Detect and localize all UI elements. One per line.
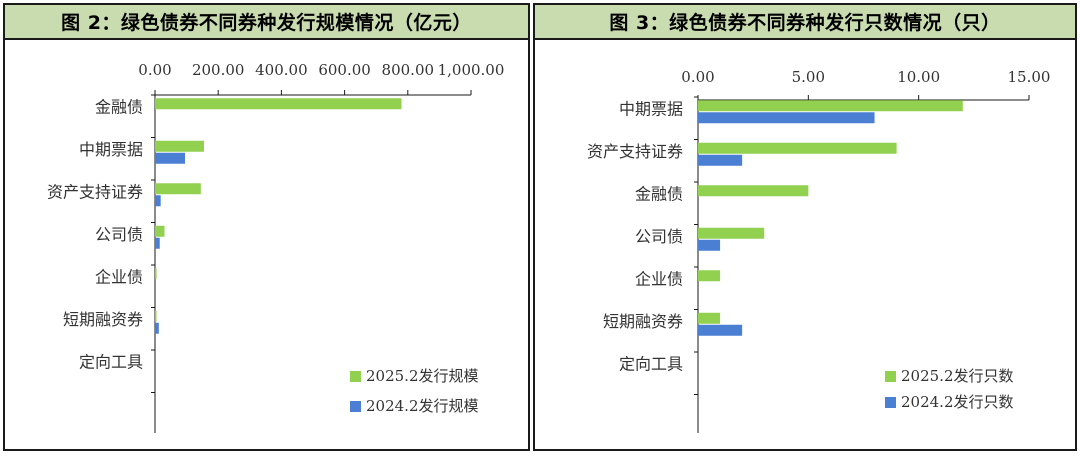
bar-series-2024 xyxy=(155,237,160,249)
category-label: 中期票据 xyxy=(619,99,683,118)
x-tick-label: 600.00 xyxy=(318,61,371,79)
bar-series-2024 xyxy=(155,195,161,207)
bar-series-2024 xyxy=(698,112,875,124)
category-label: 短期融资券 xyxy=(603,312,683,331)
category-label: 资产支持证券 xyxy=(587,142,683,161)
legend-label: 2024.2发行只数 xyxy=(901,393,1014,411)
x-tick-label: 10.00 xyxy=(897,68,940,86)
chart-title-scale: 图 2：绿色债券不同券种发行规模情况（亿元） xyxy=(5,5,528,40)
bar-series-2025 xyxy=(698,312,721,324)
bar-series-2025 xyxy=(698,185,809,197)
bar-series-2025 xyxy=(155,225,165,237)
bar-series-2024 xyxy=(155,322,159,334)
bar-series-2025 xyxy=(698,270,721,282)
category-label: 定向工具 xyxy=(619,354,683,373)
category-label: 短期融资券 xyxy=(63,310,143,329)
x-tick-label: 1,000.00 xyxy=(438,61,505,79)
category-label: 中期票据 xyxy=(79,140,143,159)
chart-panel-scale: 图 2：绿色债券不同券种发行规模情况（亿元） 0.00 200.00 400.00 6… xyxy=(3,3,530,451)
legend-swatch xyxy=(885,397,896,408)
chart-panel-count: 图 3：绿色债券不同券种发行只数情况（只） 0.00 5.00 10.00 15.00… xyxy=(533,3,1077,451)
bar-series-2025 xyxy=(155,310,157,322)
category-label: 企业债 xyxy=(635,269,683,288)
bar-series-2025 xyxy=(698,142,897,154)
x-tick-label: 5.00 xyxy=(792,68,825,86)
category-label: 公司债 xyxy=(95,225,143,244)
x-tick-label: 400.00 xyxy=(255,61,308,79)
category-label: 金融债 xyxy=(95,97,143,116)
chart-count-svg: 0.00 5.00 10.00 15.00 中期票据资产支持证券金融债公司债企业债短期融… xyxy=(587,68,1051,433)
x-tick-label: 15.00 xyxy=(1008,68,1051,86)
bar-series-2024 xyxy=(698,239,721,251)
bar-series-2025 xyxy=(155,98,402,110)
category-label: 公司债 xyxy=(635,227,683,246)
bar-series-2025 xyxy=(155,183,201,195)
x-tick-label: 800.00 xyxy=(382,61,435,79)
x-tick-label: 0.00 xyxy=(138,61,171,79)
bar-series-2025 xyxy=(155,268,157,280)
category-label: 企业债 xyxy=(95,267,143,286)
bar-series-2025 xyxy=(155,140,204,152)
x-tick-label: 200.00 xyxy=(192,61,245,79)
category-label: 金融债 xyxy=(635,184,683,203)
legend-swatch xyxy=(350,401,361,412)
legend-label: 2025.2发行只数 xyxy=(901,367,1014,385)
bar-series-2024 xyxy=(698,324,743,336)
bar-series-2025 xyxy=(698,100,963,112)
chart-title-count: 图 3：绿色债券不同券种发行只数情况（只） xyxy=(535,5,1075,40)
bar-series-2025 xyxy=(698,227,765,239)
legend-swatch xyxy=(885,371,896,382)
legend-swatch xyxy=(350,371,361,382)
x-tick-label: 0.00 xyxy=(681,68,714,86)
bar-series-2024 xyxy=(698,154,743,166)
legend-label: 2024.2发行规模 xyxy=(366,397,479,415)
category-label: 资产支持证券 xyxy=(47,182,143,201)
bar-series-2024 xyxy=(155,152,186,164)
category-label: 定向工具 xyxy=(79,352,143,371)
legend-label: 2025.2发行规模 xyxy=(366,367,479,385)
chart-scale-svg: 0.00 200.00 400.00 600.00 800.00 1,000.00 金融债中… xyxy=(47,61,505,433)
